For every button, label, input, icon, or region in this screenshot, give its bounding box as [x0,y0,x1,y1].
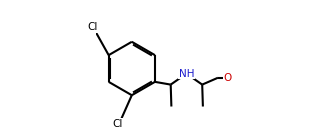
Text: NH: NH [179,69,194,79]
Text: Cl: Cl [87,22,97,32]
Text: O: O [223,73,232,83]
Text: Cl: Cl [112,119,123,129]
